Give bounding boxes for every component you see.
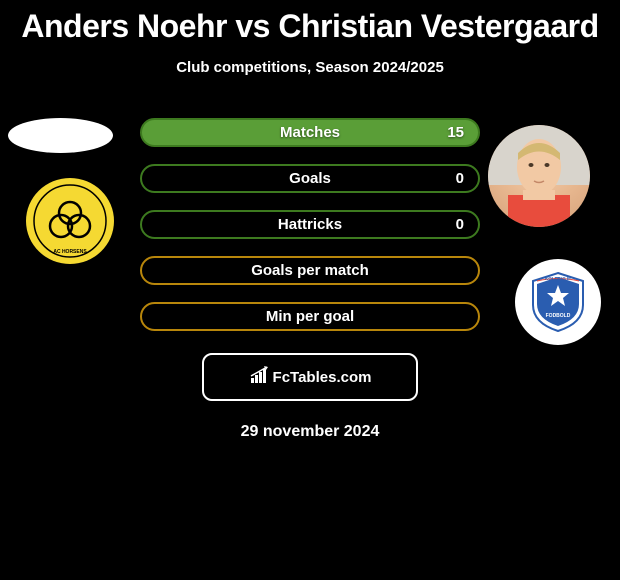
date-text: 29 november 2024 xyxy=(0,423,620,441)
player1-avatar xyxy=(8,118,113,153)
season-subtitle: Club competitions, Season 2024/2025 xyxy=(0,59,620,76)
stat-value: 15 xyxy=(447,124,464,141)
stat-bar-goals: Goals 0 xyxy=(140,164,480,193)
player2-avatar xyxy=(488,125,590,227)
stat-label: Matches xyxy=(280,124,340,141)
stat-bar-min-per-goal: Min per goal xyxy=(140,302,480,331)
stat-label: Goals xyxy=(289,170,331,187)
player2-club-badge: FODBOLD KOLDING IF xyxy=(515,259,601,345)
stat-bar-goals-per-match: Goals per match xyxy=(140,256,480,285)
brand-text: FcTables.com xyxy=(273,369,372,386)
stat-label: Hattricks xyxy=(278,216,342,233)
chart-icon xyxy=(249,366,271,389)
page-title: Anders Noehr vs Christian Vestergaard xyxy=(0,0,620,45)
svg-text:KOLDING IF: KOLDING IF xyxy=(545,276,571,281)
stat-value: 0 xyxy=(456,216,464,233)
brand-box: FcTables.com xyxy=(202,353,418,401)
stat-bar-matches: Matches 15 xyxy=(140,118,480,147)
stat-label: Goals per match xyxy=(251,262,369,279)
svg-text:AC HORSENS: AC HORSENS xyxy=(53,249,87,255)
stat-bar-hattricks: Hattricks 0 xyxy=(140,210,480,239)
stat-label: Min per goal xyxy=(266,308,354,325)
player1-club-badge: AC HORSENS xyxy=(20,178,120,264)
svg-text:FODBOLD: FODBOLD xyxy=(546,313,571,319)
stat-value: 0 xyxy=(456,170,464,187)
